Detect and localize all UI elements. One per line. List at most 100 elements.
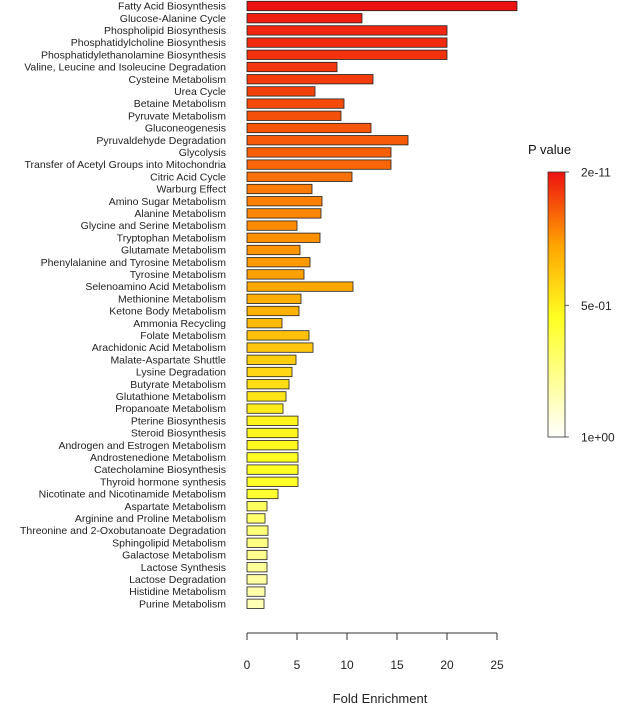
bar-1 (246, 0, 518, 12)
category-label-36: Steroid Biosynthesis (131, 428, 226, 440)
category-label-42: Aspartate Metabolism (124, 501, 226, 513)
bar-41 (246, 488, 279, 500)
bar-37 (246, 440, 299, 451)
category-label-49: Histidine Metabolism (129, 586, 226, 598)
category-label-12: Pyruvaldehyde Degradation (96, 135, 226, 147)
bar-14 (246, 159, 392, 170)
category-label-28: Folate Metabolism (140, 330, 226, 342)
bar-32 (246, 379, 290, 390)
bar-29 (246, 342, 314, 353)
legend-tick-label-3: 1e+00 (581, 431, 615, 445)
bar-6 (246, 61, 338, 73)
category-label-13: Glycolysis (179, 147, 226, 159)
category-label-41: Nicotinate and Nicotinamide Metabolism (39, 489, 227, 501)
bar-26 (246, 305, 300, 317)
bar-25 (246, 293, 302, 304)
category-label-35: Pterine Biosynthesis (131, 415, 226, 427)
bar-42 (246, 501, 268, 512)
x-ticks: 0 5 10 15 20 25 (244, 633, 504, 672)
x-tick-label-5: 5 (294, 658, 301, 672)
bar-31 (246, 366, 293, 378)
category-label-46: Galactose Metabolism (122, 550, 226, 562)
category-label-18: Alanine Metabolism (134, 208, 226, 220)
bar-2 (246, 13, 363, 24)
legend-ticks: 2e-11 5e-01 1e+00 (565, 166, 615, 445)
category-label-20: Tryptophan Metabolism (117, 232, 227, 244)
bar-23 (246, 269, 305, 280)
category-label-4: Phosphatidylcholine Biosynthesis (71, 37, 226, 49)
category-label-47: Lactose Synthesis (141, 562, 226, 574)
bar-47 (246, 562, 268, 573)
category-label-44: Threonine and 2-Oxobutanoate Degradation (20, 525, 226, 537)
category-label-27: Ammonia Recycling (133, 318, 226, 330)
bar-12 (246, 135, 409, 146)
category-label-2: Glucose-Alanine Cycle (120, 13, 226, 25)
category-label-37: Androgen and Estrogen Metabolism (58, 440, 226, 452)
bar-49 (246, 586, 266, 597)
category-label-23: Tyrosine Metabolism (130, 269, 227, 281)
category-label-32: Butyrate Metabolism (130, 379, 226, 391)
bar-27 (246, 318, 283, 329)
category-label-3: Phospholipid Biosynthesis (104, 25, 226, 37)
bar-39 (246, 464, 299, 475)
category-label-43: Arginine and Proline Metabolism (75, 513, 226, 525)
bar-13 (246, 147, 392, 158)
bar-3 (246, 25, 448, 36)
category-label-21: Glutamate Metabolism (121, 245, 226, 257)
x-tick-label-15: 15 (390, 658, 404, 672)
category-label-17: Amino Sugar Metabolism (109, 196, 227, 208)
category-label-7: Cysteine Metabolism (129, 74, 227, 86)
bar-8 (246, 86, 316, 97)
category-label-26: Ketone Body Metabolism (109, 306, 226, 318)
category-label-22: Phenylalanine and Tyrosine Metabolism (41, 257, 227, 269)
bar-44 (246, 525, 269, 536)
legend-colorbar (547, 171, 566, 438)
bar-7 (246, 74, 374, 85)
bar-50 (246, 598, 265, 609)
legend-tick-label-2: 5e-01 (581, 299, 612, 313)
category-label-48: Lactose Degradation (129, 574, 226, 586)
bar-19 (246, 220, 298, 231)
x-axis: 0 5 10 15 20 25 (244, 632, 504, 672)
x-tick-label-25: 25 (490, 658, 504, 672)
x-axis-title: Fold Enrichment (333, 691, 428, 706)
bar-17 (246, 196, 323, 207)
category-label-1: Fatty Acid Biosynthesis (118, 1, 226, 13)
category-label-29: Arachidonic Acid Metabolism (92, 342, 226, 354)
bar-16 (246, 183, 313, 195)
bar-10 (246, 110, 342, 121)
bar-24 (246, 281, 354, 292)
x-tick-label-0: 0 (244, 658, 251, 672)
bar-18 (246, 208, 322, 219)
category-label-34: Propanoate Metabolism (115, 403, 226, 415)
bar-20 (246, 232, 321, 243)
bar-28 (246, 330, 310, 341)
bar-11 (246, 122, 372, 134)
category-label-9: Betaine Metabolism (134, 98, 226, 110)
x-tick-label-20: 20 (440, 658, 454, 672)
category-label-50: Purine Metabolism (139, 598, 226, 610)
category-label-19: Glycine and Serine Metabolism (81, 220, 227, 232)
bars-layer (246, 0, 518, 609)
legend-title: P value (528, 142, 571, 157)
category-label-38: Androstenedione Metabolism (90, 452, 226, 464)
p-value-legend: P value 2e-11 5e-01 1e+00 (528, 142, 615, 445)
bar-21 (246, 244, 301, 256)
bar-46 (246, 549, 268, 561)
category-label-30: Malate-Aspartate Shuttle (110, 354, 226, 366)
legend-tick-label-1: 2e-11 (581, 166, 611, 180)
bar-5 (246, 49, 448, 60)
bar-38 (246, 452, 299, 463)
category-label-45: Sphingolipid Metabolism (112, 537, 226, 549)
category-label-6: Valine, Leucine and Isoleucine Degradati… (24, 62, 226, 74)
bar-36 (246, 427, 299, 439)
bar-48 (246, 574, 268, 585)
bar-45 (246, 537, 269, 548)
bar-40 (246, 476, 299, 487)
x-tick-label-10: 10 (340, 658, 354, 672)
category-label-8: Urea Cycle (174, 86, 226, 98)
bar-9 (246, 98, 345, 109)
category-label-11: Gluconeogenesis (145, 123, 226, 135)
